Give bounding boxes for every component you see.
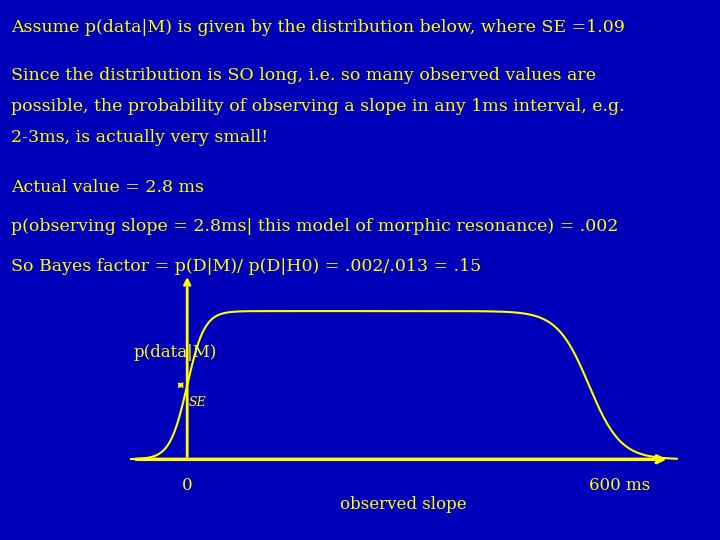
Text: possible, the probability of observing a slope in any 1ms interval, e.g.: possible, the probability of observing a… — [11, 98, 624, 115]
Text: Actual value = 2.8 ms: Actual value = 2.8 ms — [11, 179, 204, 196]
Text: 0: 0 — [182, 477, 192, 494]
Text: observed slope: observed slope — [340, 496, 467, 514]
Text: 2-3ms, is actually very small!: 2-3ms, is actually very small! — [11, 129, 268, 146]
Text: So Bayes factor = p(D|M)/ p(D|H0) = .002/.013 = .15: So Bayes factor = p(D|M)/ p(D|H0) = .002… — [11, 258, 481, 274]
Text: Assume p(data|M) is given by the distribution below, where SE =1.09: Assume p(data|M) is given by the distrib… — [11, 19, 625, 36]
Text: 600 ms: 600 ms — [588, 477, 650, 494]
Text: SE: SE — [189, 396, 207, 409]
Text: p(observing slope = 2.8ms| this model of morphic resonance) = .002: p(observing slope = 2.8ms| this model of… — [11, 218, 618, 234]
Text: p(data|M): p(data|M) — [133, 344, 217, 361]
Text: Since the distribution is SO long, i.e. so many observed values are: Since the distribution is SO long, i.e. … — [11, 68, 596, 84]
